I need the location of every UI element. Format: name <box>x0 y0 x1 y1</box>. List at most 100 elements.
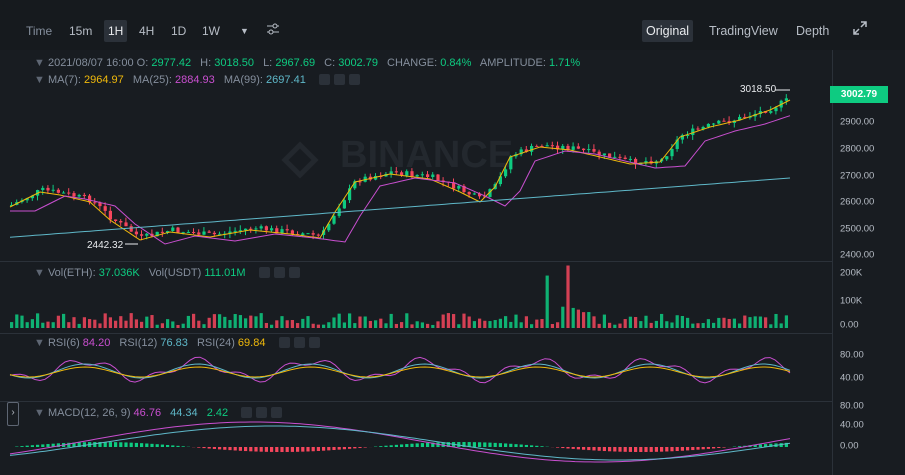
candle-body <box>259 226 263 229</box>
macd-bar <box>498 443 502 447</box>
macd-bar <box>712 447 716 449</box>
visibility-icon[interactable] <box>318 74 330 85</box>
macd-bar <box>613 447 617 452</box>
candle-body <box>270 228 274 231</box>
macd-bar <box>134 442 138 447</box>
volume-bar <box>410 324 414 328</box>
macd-bar <box>571 447 575 449</box>
expand-panel-button[interactable]: › <box>7 402 19 426</box>
interval-1d[interactable]: 1D <box>171 24 187 38</box>
view-tradingview[interactable]: TradingView <box>709 24 778 38</box>
candle-body <box>519 149 523 155</box>
caret-down-icon[interactable]: ▼ <box>240 26 249 36</box>
vol-eth-label: Vol(ETH): <box>47 267 96 279</box>
settings-icon[interactable] <box>333 74 345 85</box>
visibility-icon[interactable] <box>278 337 290 348</box>
volume-bar <box>348 313 352 328</box>
macd-bar <box>41 444 45 447</box>
interval-4h[interactable]: 4H <box>139 24 155 38</box>
macd-bar <box>717 447 721 449</box>
candle-body <box>712 123 716 125</box>
macd-bar <box>753 444 757 447</box>
vol-eth-value: 37.036K <box>98 267 140 279</box>
macd-bar <box>275 447 279 452</box>
volume-bar <box>290 319 294 328</box>
pane-divider <box>0 261 832 262</box>
volume-bar <box>176 324 180 328</box>
volume-bar <box>758 316 762 328</box>
interval-1w[interactable]: 1W <box>202 24 220 38</box>
volume-bar <box>244 318 248 328</box>
candle-body <box>114 219 118 221</box>
price-tick: 2600.00 <box>840 196 875 208</box>
time-label[interactable]: Time <box>26 24 53 38</box>
volume-bar <box>56 315 60 328</box>
volume-bar <box>634 317 638 328</box>
visibility-icon[interactable] <box>258 267 270 278</box>
volume-bar <box>602 314 606 328</box>
candle-body <box>316 234 320 236</box>
close-icon[interactable] <box>348 74 360 85</box>
candle-body <box>389 171 393 174</box>
expand-icon[interactable] <box>848 20 872 42</box>
visibility-icon[interactable] <box>241 407 253 418</box>
macd-bar <box>701 447 705 450</box>
candle-body <box>160 231 164 233</box>
volume-bar <box>88 319 92 328</box>
macd-bar <box>675 447 679 452</box>
volume-bar <box>764 317 768 328</box>
settings-icon[interactable] <box>273 267 285 278</box>
candle-body <box>77 194 81 197</box>
macd-legend: ▼ MACD(12, 26, 9) 46.76 44.34 2.42 <box>34 407 283 419</box>
volume-bar <box>327 322 331 328</box>
settings-icon[interactable] <box>256 407 268 418</box>
candle-body <box>10 204 14 206</box>
sliders-icon[interactable] <box>262 20 284 42</box>
candle-body <box>530 145 534 152</box>
candle-body <box>410 171 414 177</box>
view-depth[interactable]: Depth <box>796 24 830 38</box>
candlestick-chart[interactable]: BINANCE <box>0 50 832 475</box>
ma25-label: MA(25): <box>132 74 172 86</box>
candle-body <box>264 226 268 231</box>
candle-body <box>171 227 175 232</box>
close-value: 3002.79 <box>338 57 378 69</box>
macd-bar <box>670 447 674 452</box>
candle-body <box>358 181 362 183</box>
candle-body <box>420 174 424 176</box>
settings-icon[interactable] <box>293 337 305 348</box>
macd-bar <box>233 447 237 451</box>
macd-bar <box>384 445 388 447</box>
volume-bar <box>717 317 721 328</box>
candle-body <box>176 227 180 233</box>
volume-bar <box>426 323 430 328</box>
price-tick: 2400.00 <box>840 249 875 261</box>
macd-bar <box>758 444 762 447</box>
macd-bar <box>634 447 638 452</box>
volume-bar <box>41 322 45 328</box>
candle-body <box>228 231 232 234</box>
macd-bar <box>602 447 606 452</box>
macd-dif-line <box>9 421 791 463</box>
candle-body <box>550 145 554 147</box>
ma99-value: 2697.41 <box>266 74 306 86</box>
volume-bar <box>509 321 513 328</box>
interval-1h[interactable]: 1H <box>104 20 128 42</box>
candle-body <box>301 233 305 236</box>
candle-body <box>535 145 539 147</box>
volume-bar <box>192 313 196 328</box>
macd-bar <box>686 447 690 451</box>
candle-body <box>665 156 669 160</box>
close-icon[interactable] <box>271 407 283 418</box>
close-icon[interactable] <box>288 267 300 278</box>
volume-bar <box>129 313 133 328</box>
candle-body <box>238 230 242 232</box>
macd-bar <box>249 447 253 452</box>
volume-bar <box>212 314 216 328</box>
macd-bar <box>587 447 591 451</box>
close-icon[interactable] <box>308 337 320 348</box>
rsi12-line <box>9 363 791 379</box>
interval-15m[interactable]: 15m <box>69 24 93 38</box>
view-original[interactable]: Original <box>642 20 694 42</box>
macd-bar <box>296 447 300 452</box>
